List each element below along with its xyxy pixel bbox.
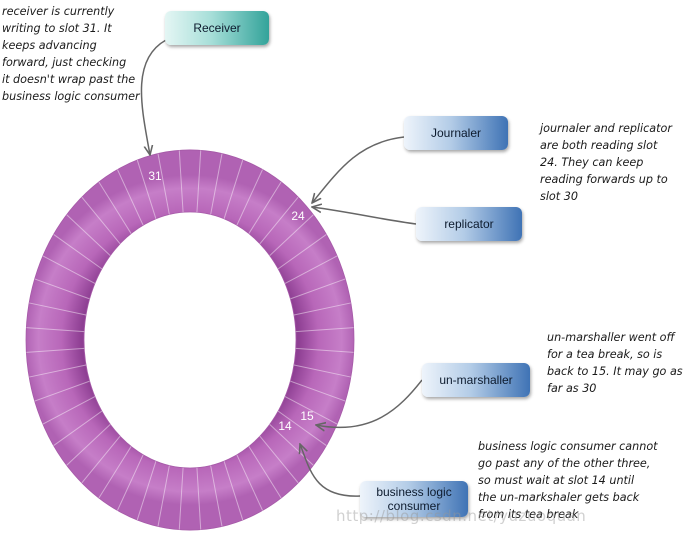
note-line: are both reading slot: [540, 139, 658, 152]
slot-divider: [26, 327, 85, 333]
slot-divider: [53, 410, 103, 446]
replicator-box: replicator: [416, 207, 522, 241]
slot-divider: [98, 446, 132, 499]
slot-divider: [293, 364, 351, 378]
slot-divider: [277, 410, 327, 446]
replicator-arrow: [312, 207, 417, 225]
slot-divider: [117, 454, 144, 511]
slot-divider: [42, 396, 96, 425]
slot-24-label: 24: [291, 209, 305, 223]
slot-divider: [66, 214, 111, 256]
note-line: go past any of the other three,: [478, 457, 651, 470]
note-line: forward, just checking: [2, 56, 127, 69]
unmarshaller-note: un-marshaller went off for a tea break, …: [547, 329, 683, 397]
note-line: back to 15. It may go as: [547, 365, 683, 378]
slot-divider: [117, 169, 144, 226]
note-line: business logic consumer: [2, 90, 140, 103]
slot-divider: [26, 347, 85, 353]
note-line: slot 30: [540, 190, 578, 203]
note-line: so must wait at slot 14 until: [478, 474, 635, 487]
note-line: for a tea break, so is: [547, 348, 663, 361]
note-line: from its tea break: [478, 508, 579, 521]
slot-divider: [210, 465, 223, 527]
slot-divider: [178, 467, 184, 530]
business-logic-consumer-box: business logic consumer: [360, 481, 468, 517]
note-line: journaler and replicator: [540, 122, 672, 135]
slot-divider: [178, 150, 184, 213]
slot-divider: [284, 255, 338, 284]
slot-dividers: [26, 150, 354, 530]
slot-divider: [259, 435, 299, 484]
slot-divider: [29, 364, 87, 378]
slot-divider: [34, 278, 90, 300]
slot-divider: [259, 196, 299, 245]
watermark: http://blog.csdn.net/yuzuoquan: [336, 507, 587, 525]
slot-divider: [236, 454, 263, 511]
slot-divider: [223, 159, 244, 219]
ring-buffer: [25, 149, 355, 531]
slot-divider: [81, 196, 121, 245]
receiver-arrow: [140, 39, 167, 155]
note-line: it doesn't wrap past the: [2, 73, 136, 86]
slot-divider: [196, 467, 202, 530]
note-line: far as 30: [547, 382, 597, 395]
slot-divider: [66, 424, 111, 466]
slot-divider: [42, 255, 96, 284]
slot-divider: [290, 278, 346, 300]
slot-divider: [277, 234, 327, 270]
slot-divider: [295, 347, 354, 353]
business-note: business logic consumer cannot go past a…: [478, 438, 658, 523]
note-line: receiver is currently: [2, 5, 115, 18]
slot-divider: [157, 465, 170, 527]
business-box-line-1: business logic: [376, 485, 452, 499]
note-line: the un-markshaler gets back: [478, 491, 640, 504]
note-line: un-marshaller went off: [547, 331, 675, 344]
journaler-note: journaler and replicator are both readin…: [540, 120, 672, 205]
slot-31-label: 31: [148, 169, 162, 183]
slot-divider: [29, 302, 87, 316]
slot-divider: [136, 461, 157, 521]
slot-divider: [81, 435, 121, 484]
business-arrow: [300, 444, 361, 497]
slot-divider: [196, 150, 202, 213]
slot-divider: [293, 302, 351, 316]
unmarshaller-box: un-marshaller: [422, 363, 530, 397]
note-line: reading forwards up to: [540, 173, 668, 186]
unmarshaller-arrow: [316, 379, 423, 427]
note-line: keeps advancing: [2, 39, 97, 52]
receiver-note: receiver is currently writing to slot 31…: [2, 3, 140, 105]
business-box-line-2: consumer: [387, 499, 441, 513]
note-line: business logic consumer cannot: [478, 440, 658, 453]
receiver-box: Receiver: [165, 11, 269, 45]
slot-divider: [290, 380, 346, 402]
journaler-box: Journaler: [404, 116, 508, 150]
slot-divider: [53, 234, 103, 270]
slot-divider: [210, 153, 223, 215]
slot-14-label: 14: [278, 419, 292, 433]
slot-divider: [98, 181, 132, 234]
slot-divider: [34, 380, 90, 402]
slot-divider: [223, 461, 244, 521]
slot-divider: [236, 169, 263, 226]
slot-divider: [284, 396, 338, 425]
slot-15-label: 15: [300, 409, 314, 423]
note-line: 24. They can keep: [540, 156, 644, 169]
slot-divider: [295, 327, 354, 333]
note-line: writing to slot 31. It: [2, 22, 112, 35]
slot-divider: [248, 446, 282, 499]
slot-divider: [157, 153, 170, 215]
slot-divider: [269, 214, 314, 256]
slot-divider: [248, 181, 282, 234]
journaler-arrow: [312, 136, 405, 203]
slot-divider: [136, 159, 157, 219]
